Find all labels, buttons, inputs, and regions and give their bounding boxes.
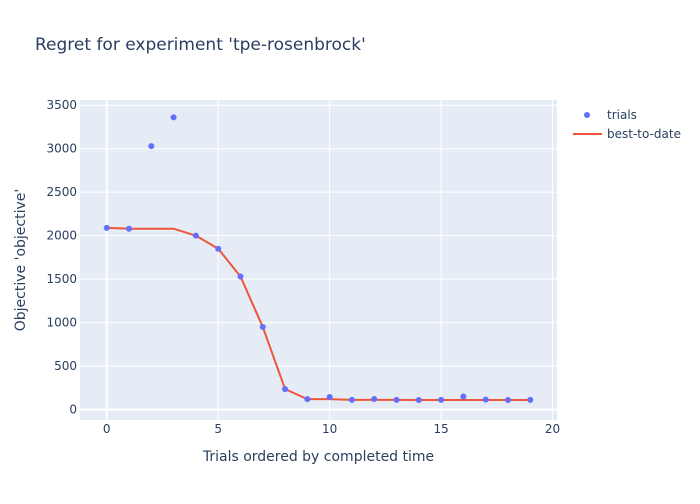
y-tick-label: 2500 bbox=[46, 185, 77, 199]
trial-point bbox=[393, 396, 400, 403]
series-line-best-to-date bbox=[106, 226, 531, 401]
x-axis-ticks: 0 5 10 15 20 bbox=[103, 422, 560, 436]
y-axis-label: Objective 'objective' bbox=[13, 189, 29, 331]
trial-point bbox=[103, 224, 110, 231]
trial-point bbox=[348, 396, 355, 403]
trial-point bbox=[148, 143, 155, 150]
trial-point bbox=[415, 397, 422, 403]
series-layer bbox=[103, 114, 534, 403]
trial-point bbox=[527, 396, 534, 403]
trial-point bbox=[438, 396, 445, 403]
trial-point bbox=[371, 395, 378, 402]
trial-point bbox=[259, 323, 266, 330]
y-tick-label: 500 bbox=[54, 359, 77, 373]
y-tick-label: 2000 bbox=[46, 229, 77, 243]
legend-label: best-to-date bbox=[607, 127, 681, 141]
x-tick-label: 5 bbox=[214, 422, 222, 436]
chart-title: Regret for experiment 'tpe-rosenbrock' bbox=[35, 35, 366, 55]
trial-point bbox=[460, 393, 467, 400]
trial-point bbox=[304, 396, 311, 403]
plot-area bbox=[80, 100, 557, 420]
legend-marker-trials bbox=[584, 112, 590, 118]
trial-point bbox=[504, 397, 511, 403]
trial-point bbox=[237, 273, 244, 280]
trial-point bbox=[282, 386, 289, 393]
legend: trials best-to-date bbox=[573, 108, 681, 141]
legend-label: trials bbox=[607, 108, 637, 122]
y-tick-label: 1500 bbox=[46, 272, 77, 286]
x-tick-label: 20 bbox=[545, 422, 560, 436]
x-tick-label: 0 bbox=[103, 422, 111, 436]
trial-point bbox=[192, 232, 199, 239]
y-tick-label: 0 bbox=[69, 403, 77, 417]
grid-lines bbox=[80, 100, 557, 420]
trial-point bbox=[215, 245, 222, 252]
x-tick-label: 15 bbox=[433, 422, 448, 436]
trial-point bbox=[326, 393, 333, 400]
trial-point bbox=[170, 114, 177, 121]
x-tick-label: 10 bbox=[322, 422, 337, 436]
trial-point bbox=[482, 396, 489, 403]
x-axis-label: Trials ordered by completed time bbox=[202, 449, 434, 465]
y-tick-label: 3000 bbox=[46, 142, 77, 156]
y-tick-label: 3500 bbox=[46, 98, 77, 112]
trial-point bbox=[126, 225, 133, 232]
y-tick-label: 1000 bbox=[46, 316, 77, 330]
y-axis-ticks: 0 500 1000 1500 2000 2500 3000 3500 bbox=[46, 98, 77, 416]
